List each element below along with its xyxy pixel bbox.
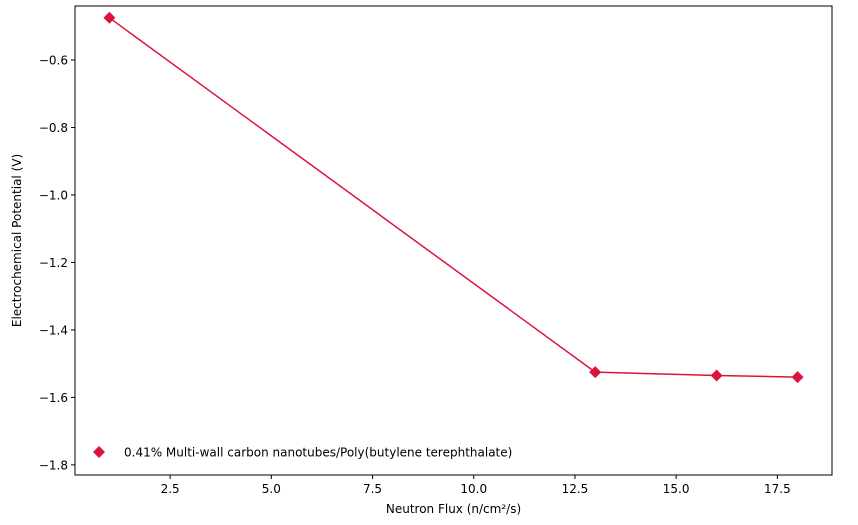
plot-frame (74, 5, 833, 476)
plot-layer (103, 11, 804, 384)
y-tick-label: −1.2 (39, 256, 68, 270)
legend-label: 0.41% Multi-wall carbon nanotubes/Poly(b… (124, 446, 512, 460)
x-tick-label: 17.5 (764, 482, 791, 496)
x-tick-label: 15.0 (663, 482, 690, 496)
data-point (791, 371, 804, 384)
y-tick-label: −0.8 (39, 121, 68, 135)
x-axis-label: Neutron Flux (n/cm²/s) (386, 502, 521, 516)
x-tick-label: 7.5 (363, 482, 382, 496)
series-line (108, 17, 798, 378)
data-point (589, 366, 602, 379)
x-tick-label: 12.5 (562, 482, 589, 496)
y-tick-label: −0.6 (39, 53, 68, 67)
x-tick-label: 2.5 (161, 482, 180, 496)
y-tick-label: −1.4 (39, 323, 68, 337)
axes-layer: 2.5 5.0 7.5 10.0 12.5 15.0 17.5 −0.6 −0.8 −1.0 −1.… (39, 53, 791, 496)
y-tick-label: −1.0 (39, 188, 68, 202)
x-tick-label: 5.0 (262, 482, 281, 496)
legend: 0.41% Multi-wall carbon nanotubes/Poly(b… (93, 446, 512, 460)
data-point (103, 11, 116, 24)
data-point (710, 369, 723, 382)
x-tick-label: 10.0 (460, 482, 487, 496)
y-axis-label: Electrochemical Potential (V) (10, 154, 24, 327)
y-tick-label: −1.6 (39, 391, 68, 405)
legend-marker (93, 446, 105, 458)
y-tick-label: −1.8 (39, 458, 68, 472)
